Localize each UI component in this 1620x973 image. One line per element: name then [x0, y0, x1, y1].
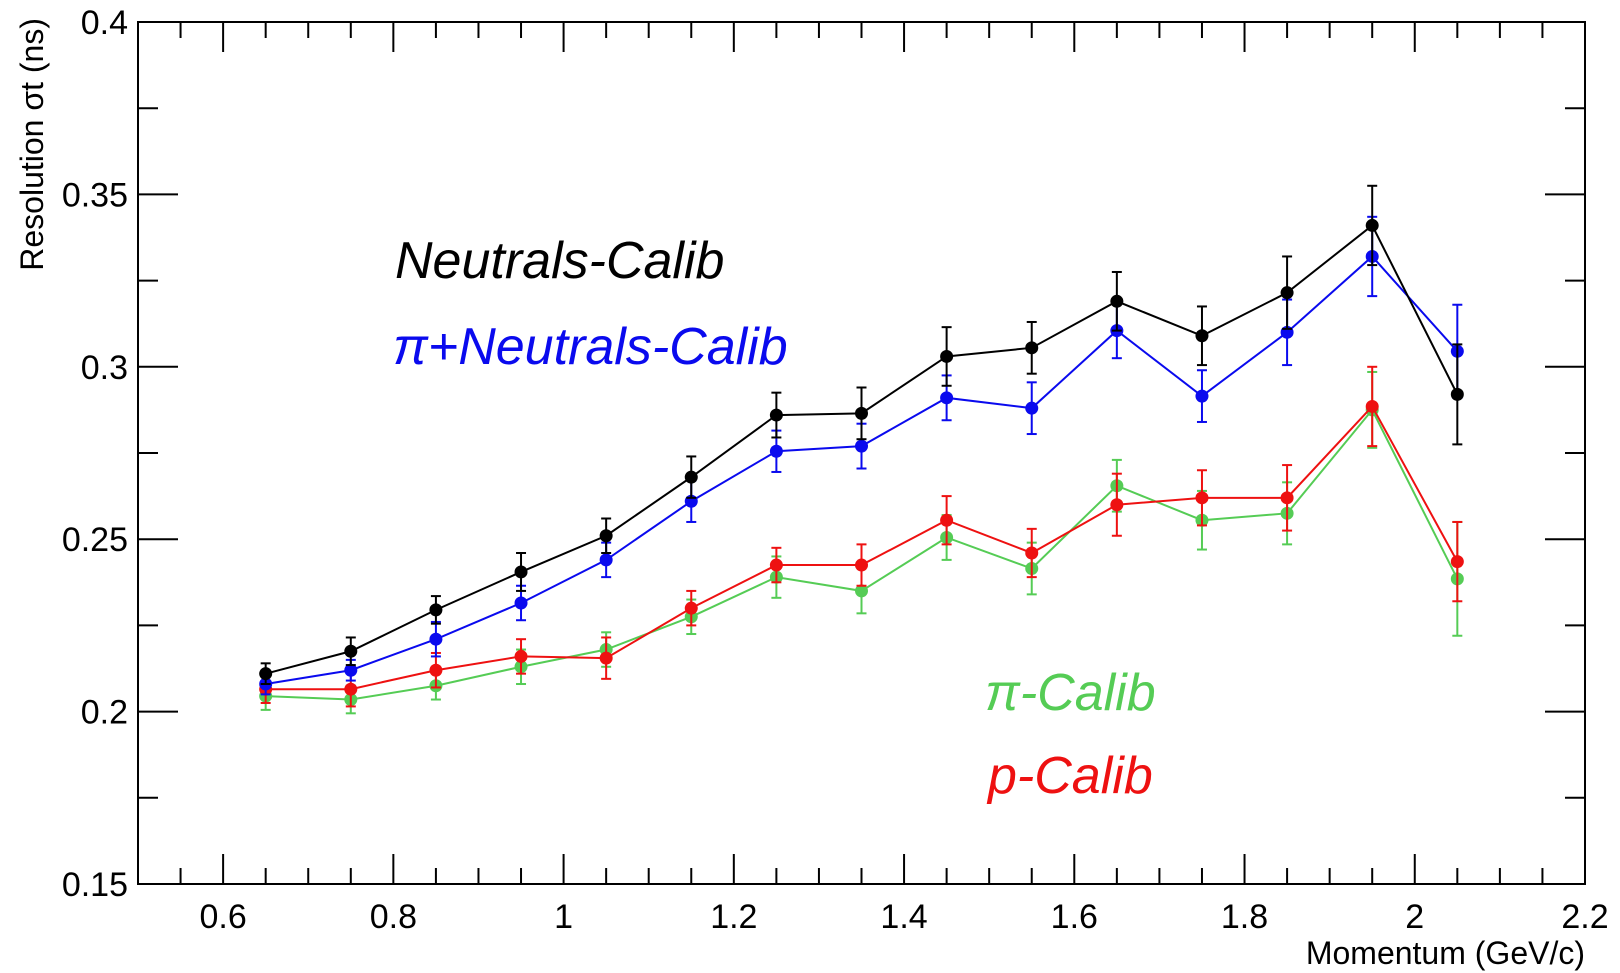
x-tick-label: 1.4 — [880, 898, 927, 936]
y-axis-title: Resolution σt (ns) — [14, 18, 50, 271]
series-neutrals-calib — [259, 184, 1464, 686]
y-tick-label: 0.4 — [81, 4, 128, 42]
data-point — [1280, 286, 1294, 300]
data-point — [684, 470, 698, 484]
legend-p-calib: p-Calib — [986, 747, 1153, 805]
data-point — [429, 603, 443, 617]
data-point — [769, 444, 783, 458]
data-point — [1025, 341, 1039, 355]
data-point — [514, 565, 528, 579]
y-tick-label: 0.2 — [81, 694, 128, 732]
data-point — [1195, 389, 1209, 403]
data-point — [344, 644, 358, 658]
x-tick-label: 1.2 — [710, 898, 757, 936]
x-tick-label: 1 — [554, 898, 573, 936]
data-point — [855, 584, 868, 598]
x-tick-label: 0.6 — [199, 898, 246, 936]
data-point — [1195, 329, 1209, 343]
data-point — [940, 391, 954, 405]
y-tick-label: 0.15 — [62, 866, 128, 904]
data-point — [429, 632, 443, 646]
data-point — [1450, 555, 1464, 569]
data-point — [1365, 218, 1379, 232]
data-point — [599, 553, 613, 567]
data-point — [599, 651, 613, 665]
x-tick-label: 1.8 — [1221, 898, 1268, 936]
data-point — [684, 601, 698, 615]
data-point — [855, 439, 868, 453]
data-point — [769, 558, 783, 572]
data-point — [1025, 546, 1039, 560]
data-point — [1110, 498, 1124, 512]
series-layer — [259, 184, 1464, 715]
x-axis-title: Momentum (GeV/c) — [1306, 935, 1585, 971]
data-point — [1365, 399, 1379, 413]
plot-frame — [137, 21, 1586, 885]
data-point — [1450, 387, 1464, 401]
x-tick-label: 0.8 — [370, 898, 417, 936]
legend-pi-neutrals-calib: π+Neutrals-Calib — [393, 318, 788, 376]
x-tick-label: 2 — [1405, 898, 1424, 936]
axes-layer: 0.6 0.8 1 1.2 1.4 1.6 1.8 2 2.2 0.15 0.2 0.25 0.3 0.3… — [62, 4, 1609, 936]
data-point — [514, 649, 528, 663]
data-point — [259, 667, 273, 681]
data-point — [1110, 294, 1124, 308]
data-point — [769, 408, 783, 422]
data-point — [940, 513, 954, 527]
data-point — [1025, 401, 1039, 415]
data-point — [599, 529, 613, 543]
data-point — [855, 406, 868, 420]
legend-pi-calib: π-Calib — [985, 664, 1156, 722]
data-point — [855, 558, 868, 572]
data-point — [1195, 491, 1209, 505]
legend-neutrals-calib: Neutrals-Calib — [395, 232, 724, 290]
data-point — [940, 349, 954, 363]
y-tick-label: 0.25 — [62, 521, 128, 559]
data-point — [344, 663, 358, 677]
x-tick-label: 2.2 — [1561, 898, 1608, 936]
y-tick-label: 0.3 — [81, 349, 128, 387]
data-point — [1280, 491, 1294, 505]
data-point — [344, 682, 358, 696]
series-p-calib — [259, 365, 1464, 708]
data-point — [429, 663, 443, 677]
data-point — [514, 596, 528, 610]
x-tick-label: 1.6 — [1051, 898, 1098, 936]
y-tick-label: 0.35 — [62, 176, 128, 214]
